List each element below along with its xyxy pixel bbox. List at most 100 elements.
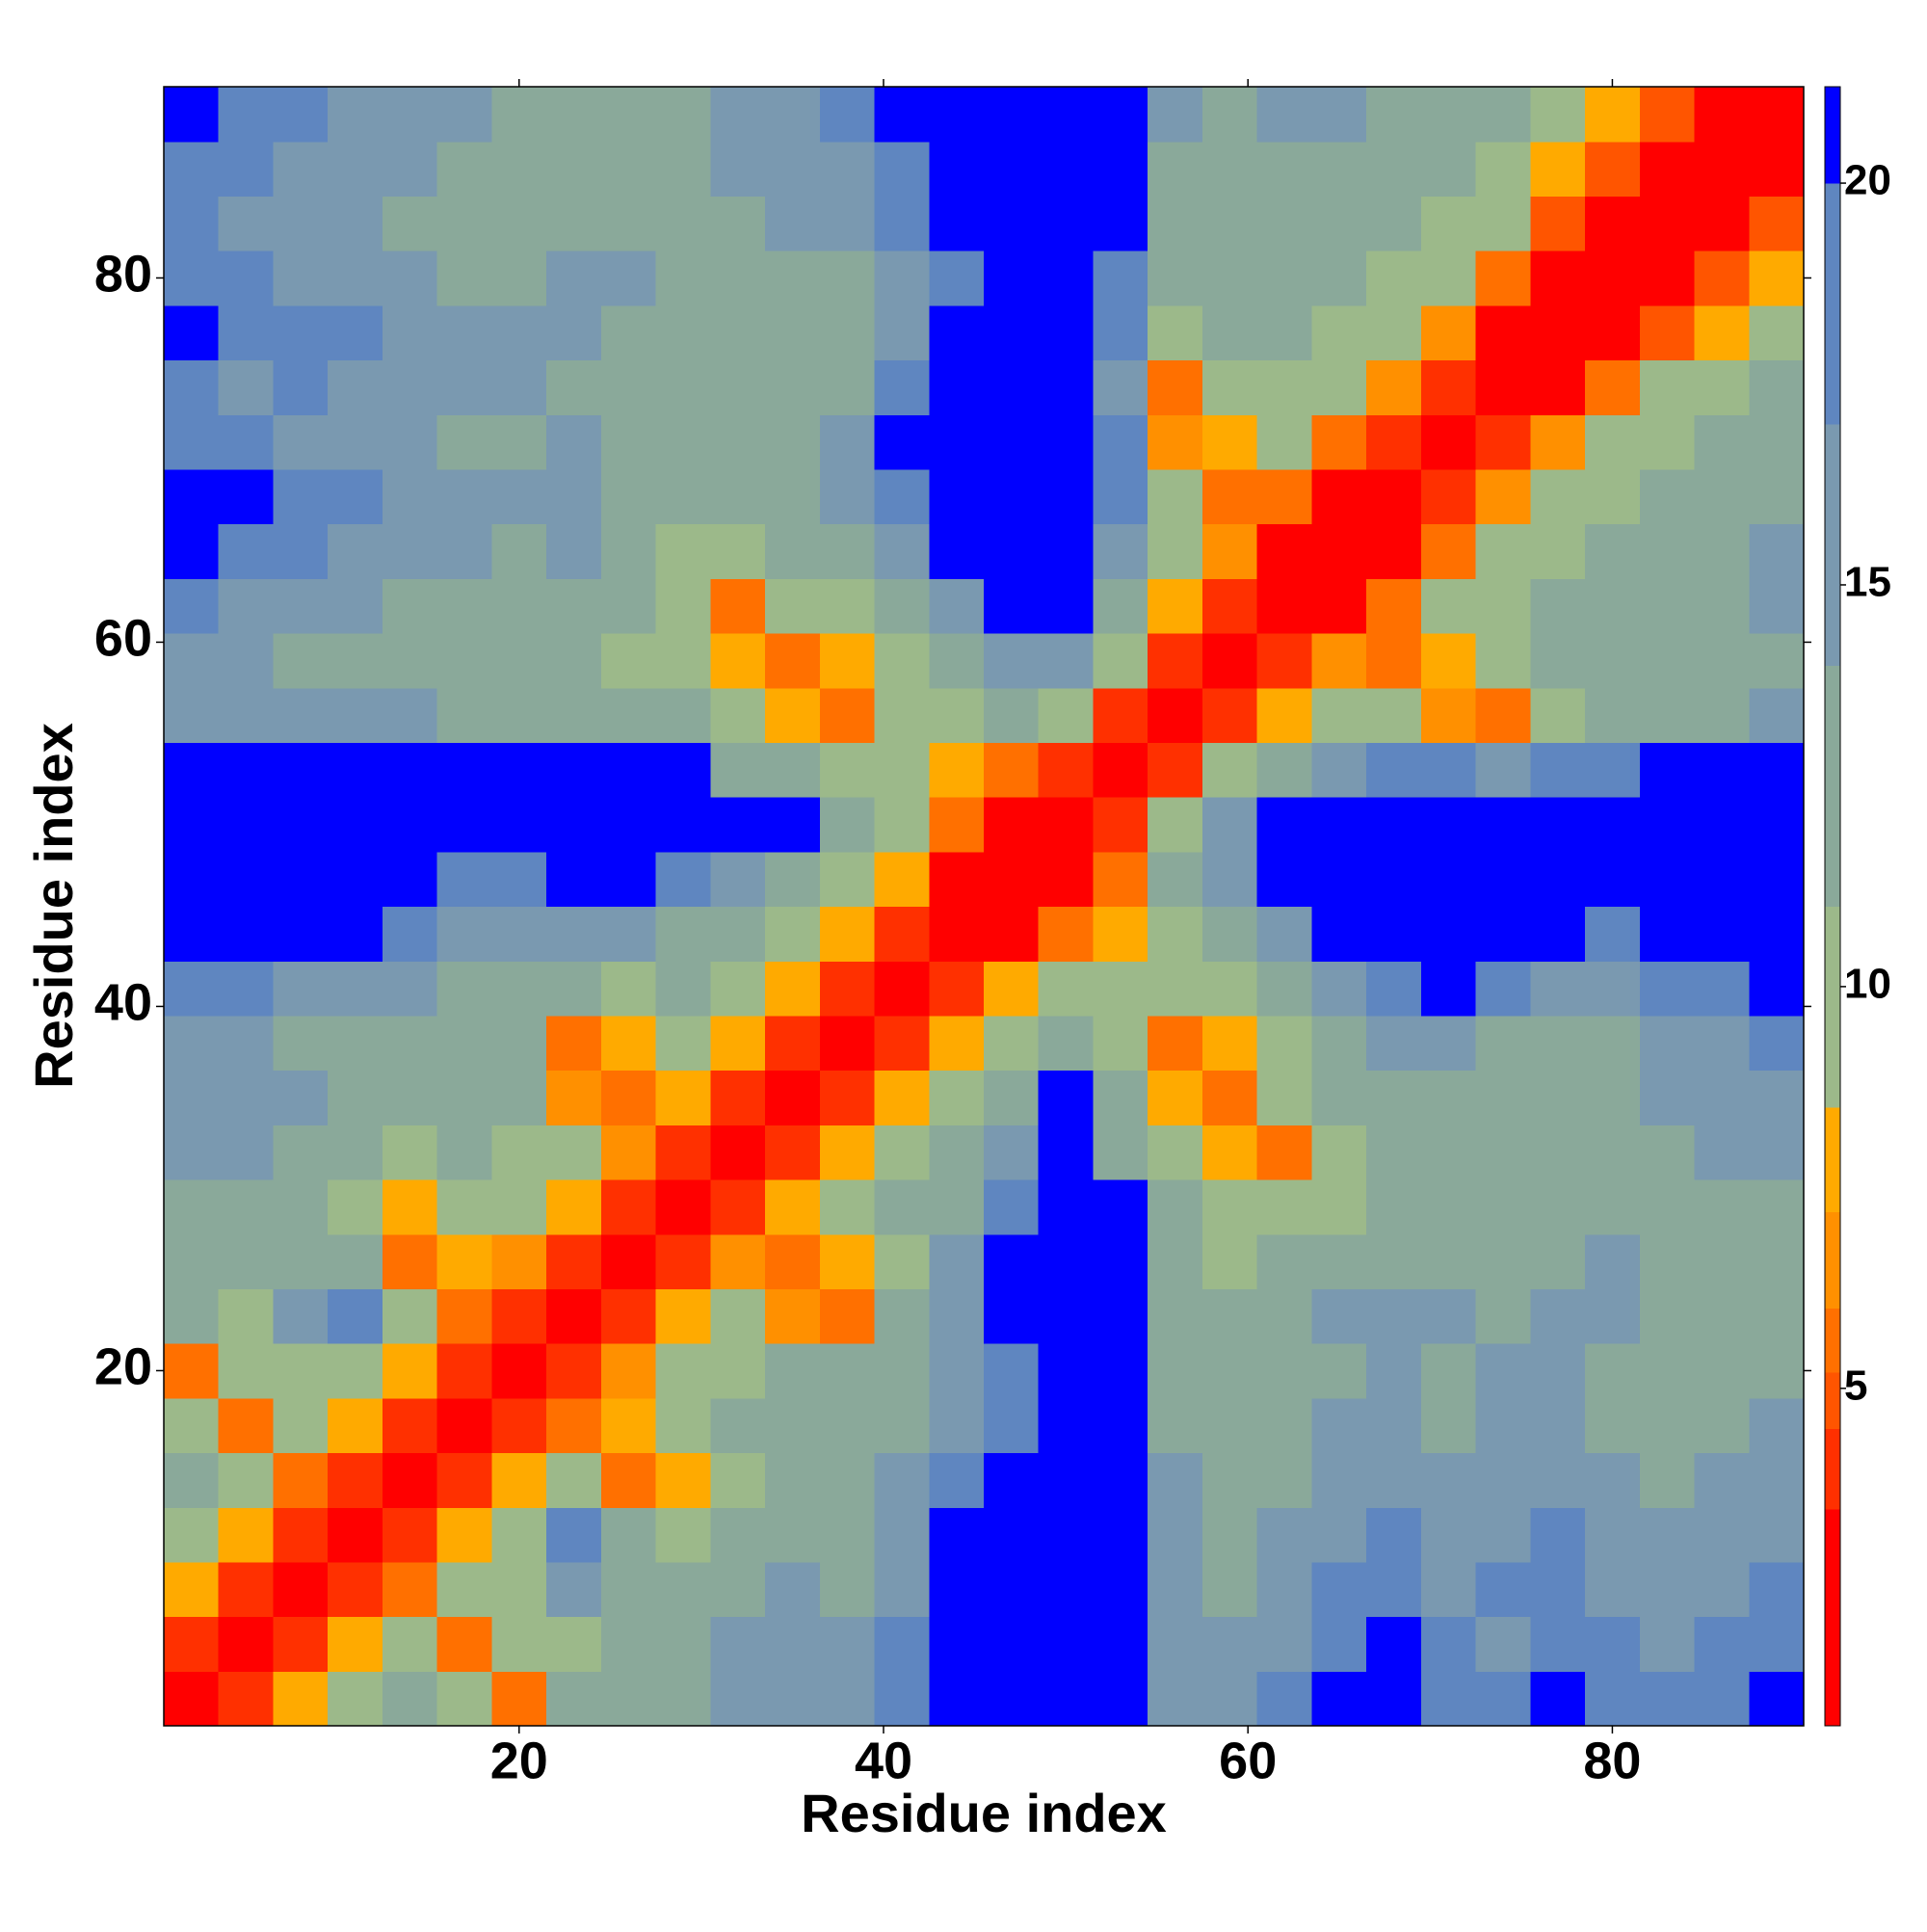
heatmap-cell (1420, 304, 1477, 361)
heatmap-cell (382, 304, 438, 361)
heatmap-cell (600, 359, 657, 415)
heatmap-cell (164, 797, 220, 853)
heatmap-cell (328, 1561, 383, 1618)
heatmap-cell (1530, 687, 1586, 743)
heatmap-cell (1420, 196, 1477, 251)
heatmap-cell (1585, 961, 1641, 1017)
heatmap-cell (1201, 687, 1258, 743)
colorbar-segment (1825, 183, 1840, 425)
heatmap-cell (1038, 304, 1095, 361)
heatmap-cell (328, 742, 383, 798)
heatmap-cell (218, 797, 275, 853)
heatmap-cell (1530, 87, 1586, 143)
heatmap-cell (1256, 1507, 1312, 1563)
heatmap-cell (1530, 1452, 1586, 1508)
heatmap-cell (546, 1233, 602, 1289)
heatmap-cell (273, 1288, 329, 1344)
heatmap-cell (600, 87, 657, 143)
heatmap-cell (491, 1125, 547, 1180)
heatmap-cell (1420, 961, 1477, 1017)
heatmap-cell (929, 1343, 985, 1399)
heatmap-cell (328, 359, 383, 415)
heatmap-cell (600, 1125, 657, 1180)
heatmap-cell (874, 251, 930, 306)
heatmap-cell (1366, 797, 1422, 853)
heatmap-cell (819, 687, 876, 743)
heatmap-cell (1749, 1561, 1805, 1618)
heatmap-cell (655, 1233, 711, 1289)
heatmap-cell (164, 87, 220, 143)
heatmap-cell (1256, 1179, 1312, 1235)
heatmap-cell (1366, 1233, 1422, 1289)
heatmap-cell (546, 906, 602, 962)
heatmap-cell (655, 1397, 711, 1454)
heatmap-cell (1694, 1125, 1750, 1180)
heatmap-cell (491, 578, 547, 634)
heatmap-cell (1038, 906, 1095, 962)
heatmap-cell (1201, 1125, 1258, 1180)
heatmap-cell (1311, 359, 1367, 415)
heatmap-cell (1256, 1397, 1312, 1454)
heatmap-cell (382, 1397, 438, 1454)
heatmap-cell (1639, 1179, 1696, 1235)
heatmap-cell (546, 1452, 602, 1508)
y-tick-label: 20 (94, 1338, 152, 1396)
heatmap-cell (1530, 468, 1586, 525)
heatmap-cell (1749, 468, 1805, 525)
heatmap-cell (1530, 1671, 1586, 1727)
heatmap-cell (1038, 1452, 1095, 1508)
heatmap-cell (1475, 414, 1531, 470)
heatmap-cell (491, 1233, 547, 1289)
heatmap-cell (1585, 196, 1641, 251)
heatmap-cell (1148, 1343, 1203, 1399)
heatmap-cell (436, 797, 492, 853)
heatmap-cell (1420, 414, 1477, 470)
heatmap-cell (1585, 1671, 1641, 1727)
heatmap-cell (1475, 1179, 1531, 1235)
heatmap-cell (1694, 1233, 1750, 1289)
heatmap-cell (436, 1616, 492, 1672)
heatmap-cell (984, 1397, 1040, 1454)
heatmap-cell (1475, 196, 1531, 251)
heatmap-cell (1530, 1179, 1586, 1235)
heatmap-cell (1201, 633, 1258, 689)
heatmap-cell (218, 87, 275, 143)
heatmap-cell (1585, 468, 1641, 525)
heatmap-cell (273, 1616, 329, 1672)
heatmap-cell (1639, 251, 1696, 306)
heatmap-cell (600, 1015, 657, 1072)
heatmap-cell (929, 141, 985, 197)
heatmap-cell (218, 1397, 275, 1454)
heatmap-cell (1585, 906, 1641, 962)
heatmap-cell (436, 1397, 492, 1454)
heatmap-cell (273, 1671, 329, 1727)
heatmap-cell (1749, 1233, 1805, 1289)
heatmap-cell (1038, 687, 1095, 743)
heatmap-cell (1694, 906, 1750, 962)
heatmap-cell (382, 468, 438, 525)
heatmap-cell (655, 1561, 711, 1618)
heatmap-cell (328, 414, 383, 470)
heatmap-cell (765, 1015, 821, 1072)
heatmap-cell (874, 1561, 930, 1618)
heatmap-cell (1093, 1015, 1148, 1072)
heatmap-cell (710, 1015, 766, 1072)
heatmap-cell (1366, 687, 1422, 743)
heatmap-cell (491, 1452, 547, 1508)
heatmap-cell (1530, 1125, 1586, 1180)
heatmap-cell (218, 1288, 275, 1344)
heatmap-cell (1201, 797, 1258, 853)
heatmap-cell (1749, 304, 1805, 361)
heatmap-cell (1475, 304, 1531, 361)
heatmap-cell (328, 906, 383, 962)
heatmap-cell (328, 1397, 383, 1454)
heatmap-cell (765, 468, 821, 525)
heatmap-cell (1420, 1288, 1477, 1344)
heatmap-cell (874, 1343, 930, 1399)
heatmap-cell (819, 797, 876, 853)
heatmap-cell (1475, 1288, 1531, 1344)
heatmap-cell (546, 742, 602, 798)
heatmap-cell (655, 1125, 711, 1180)
heatmap-cell (655, 797, 711, 853)
heatmap-cell (874, 1452, 930, 1508)
